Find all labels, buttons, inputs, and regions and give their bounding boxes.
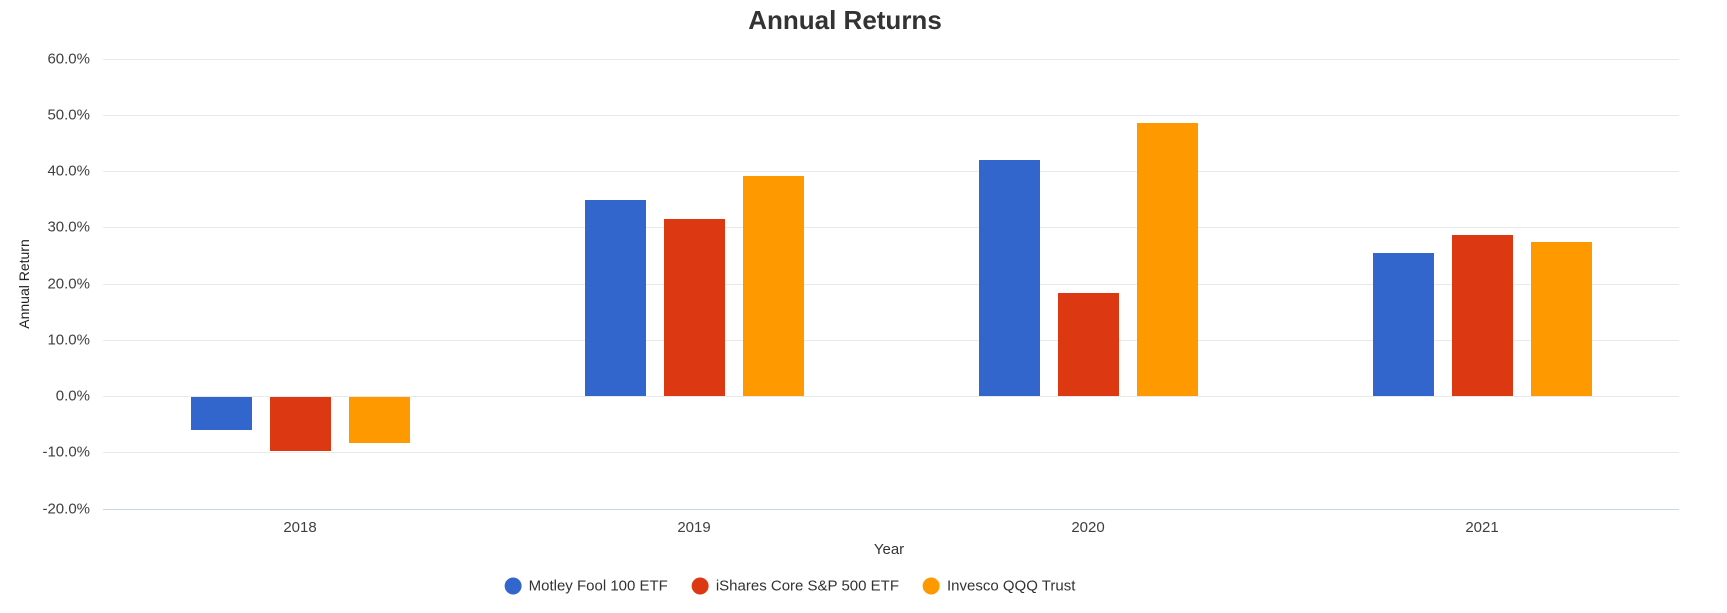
x-axis-line bbox=[103, 508, 1679, 510]
legend-item-2[interactable]: Invesco QQQ Trust bbox=[923, 577, 1076, 595]
x-tick-label-2018: 2018 bbox=[283, 519, 317, 536]
legend-swatch-icon bbox=[923, 577, 940, 595]
bar-2021-series-0[interactable] bbox=[1372, 252, 1434, 396]
y-tick-label: -10.0% bbox=[42, 443, 90, 461]
legend-item-0[interactable]: Motley Fool 100 ETF bbox=[504, 577, 668, 595]
bar-2019-series-1[interactable] bbox=[663, 219, 725, 396]
y-tick-label: 10.0% bbox=[47, 331, 90, 349]
chart-title: Annual Returns bbox=[748, 5, 942, 35]
bar-2021-series-2[interactable] bbox=[1530, 241, 1592, 396]
y-tick-label: 0.0% bbox=[55, 387, 90, 405]
bar-2018-series-2[interactable] bbox=[348, 397, 410, 443]
legend-swatch-icon bbox=[504, 577, 522, 595]
gridline bbox=[103, 58, 1679, 60]
legend: Motley Fool 100 ETF iShares Core S&P 500 … bbox=[504, 577, 1076, 595]
bar-2019-series-2[interactable] bbox=[742, 176, 804, 396]
gridline bbox=[103, 171, 1679, 172]
bar-2018-series-0[interactable] bbox=[190, 397, 252, 431]
legend-label: Invesco QQQ Trust bbox=[947, 577, 1076, 595]
gridline bbox=[103, 227, 1679, 229]
x-tick-label-2020: 2020 bbox=[1071, 519, 1105, 536]
gridline bbox=[103, 339, 1679, 341]
y-tick-label: 30.0% bbox=[47, 218, 90, 236]
legend-item-1[interactable]: iShares Core S&P 500 ETF bbox=[691, 577, 899, 595]
gridline bbox=[103, 114, 1679, 116]
bar-2020-series-1[interactable] bbox=[1057, 292, 1119, 396]
legend-label: Motley Fool 100 ETF bbox=[528, 577, 668, 595]
y-tick-label: 40.0% bbox=[47, 162, 90, 180]
y-tick-label: -20.0% bbox=[42, 500, 90, 517]
bar-2021-series-1[interactable] bbox=[1451, 234, 1513, 396]
x-axis-title: Year bbox=[873, 541, 905, 558]
gridline bbox=[103, 283, 1679, 285]
y-tick-label: 50.0% bbox=[47, 106, 90, 124]
bar-2019-series-0[interactable] bbox=[584, 200, 646, 396]
y-tick-label: 20.0% bbox=[47, 275, 90, 292]
x-tick-label-2021: 2021 bbox=[1465, 519, 1499, 536]
gridline bbox=[103, 396, 1679, 397]
bar-2020-series-0[interactable] bbox=[978, 159, 1040, 396]
y-tick-label: 60.0% bbox=[47, 50, 90, 67]
legend-swatch-icon bbox=[691, 577, 709, 595]
gridline bbox=[103, 452, 1679, 454]
x-tick-label-2019: 2019 bbox=[677, 519, 711, 536]
bar-2018-series-1[interactable] bbox=[269, 397, 331, 451]
legend-label: iShares Core S&P 500 ETF bbox=[715, 577, 899, 595]
bar-2020-series-2[interactable] bbox=[1136, 123, 1198, 396]
